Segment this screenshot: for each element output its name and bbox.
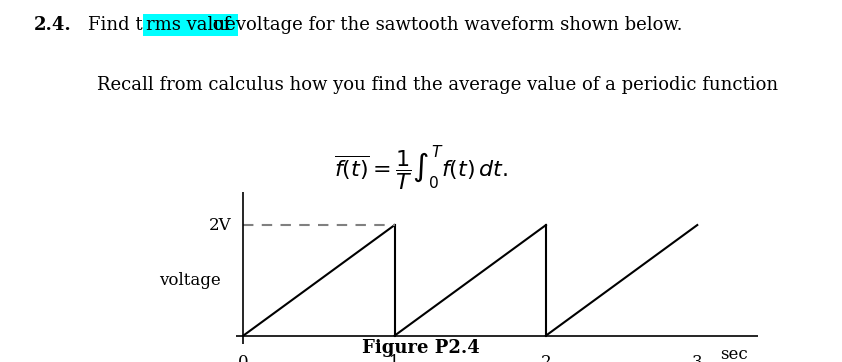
Text: voltage: voltage [159,272,221,289]
Text: 2.4.: 2.4. [34,16,72,34]
Text: Find the: Find the [88,16,171,34]
Text: Recall from calculus how you find the average value of a periodic function: Recall from calculus how you find the av… [97,76,778,94]
Text: Figure P2.4: Figure P2.4 [362,338,480,357]
Text: 2V: 2V [209,216,232,233]
Text: sec: sec [720,346,748,362]
Text: of voltage for the sawtooth waveform shown below.: of voltage for the sawtooth waveform sho… [207,16,683,34]
Text: rms value: rms value [146,16,236,34]
Text: $\overline{f(t)} = \dfrac{1}{T}\int_0^{T} f(t)\, dt.$: $\overline{f(t)} = \dfrac{1}{T}\int_0^{T… [334,143,508,193]
